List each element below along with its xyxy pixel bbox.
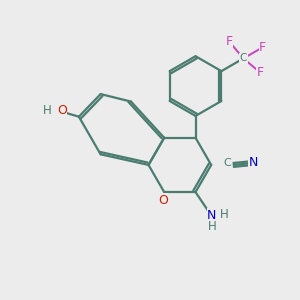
Text: H: H [43,104,52,117]
Text: C: C [224,158,232,168]
Text: N: N [249,156,258,169]
Text: H: H [208,220,217,233]
Text: O: O [57,104,67,117]
Text: O: O [158,194,168,207]
Text: H: H [220,208,229,220]
Text: F: F [225,35,233,48]
Text: C: C [240,53,247,63]
Text: N: N [207,209,217,222]
Text: F: F [257,66,264,79]
Text: F: F [259,41,266,54]
